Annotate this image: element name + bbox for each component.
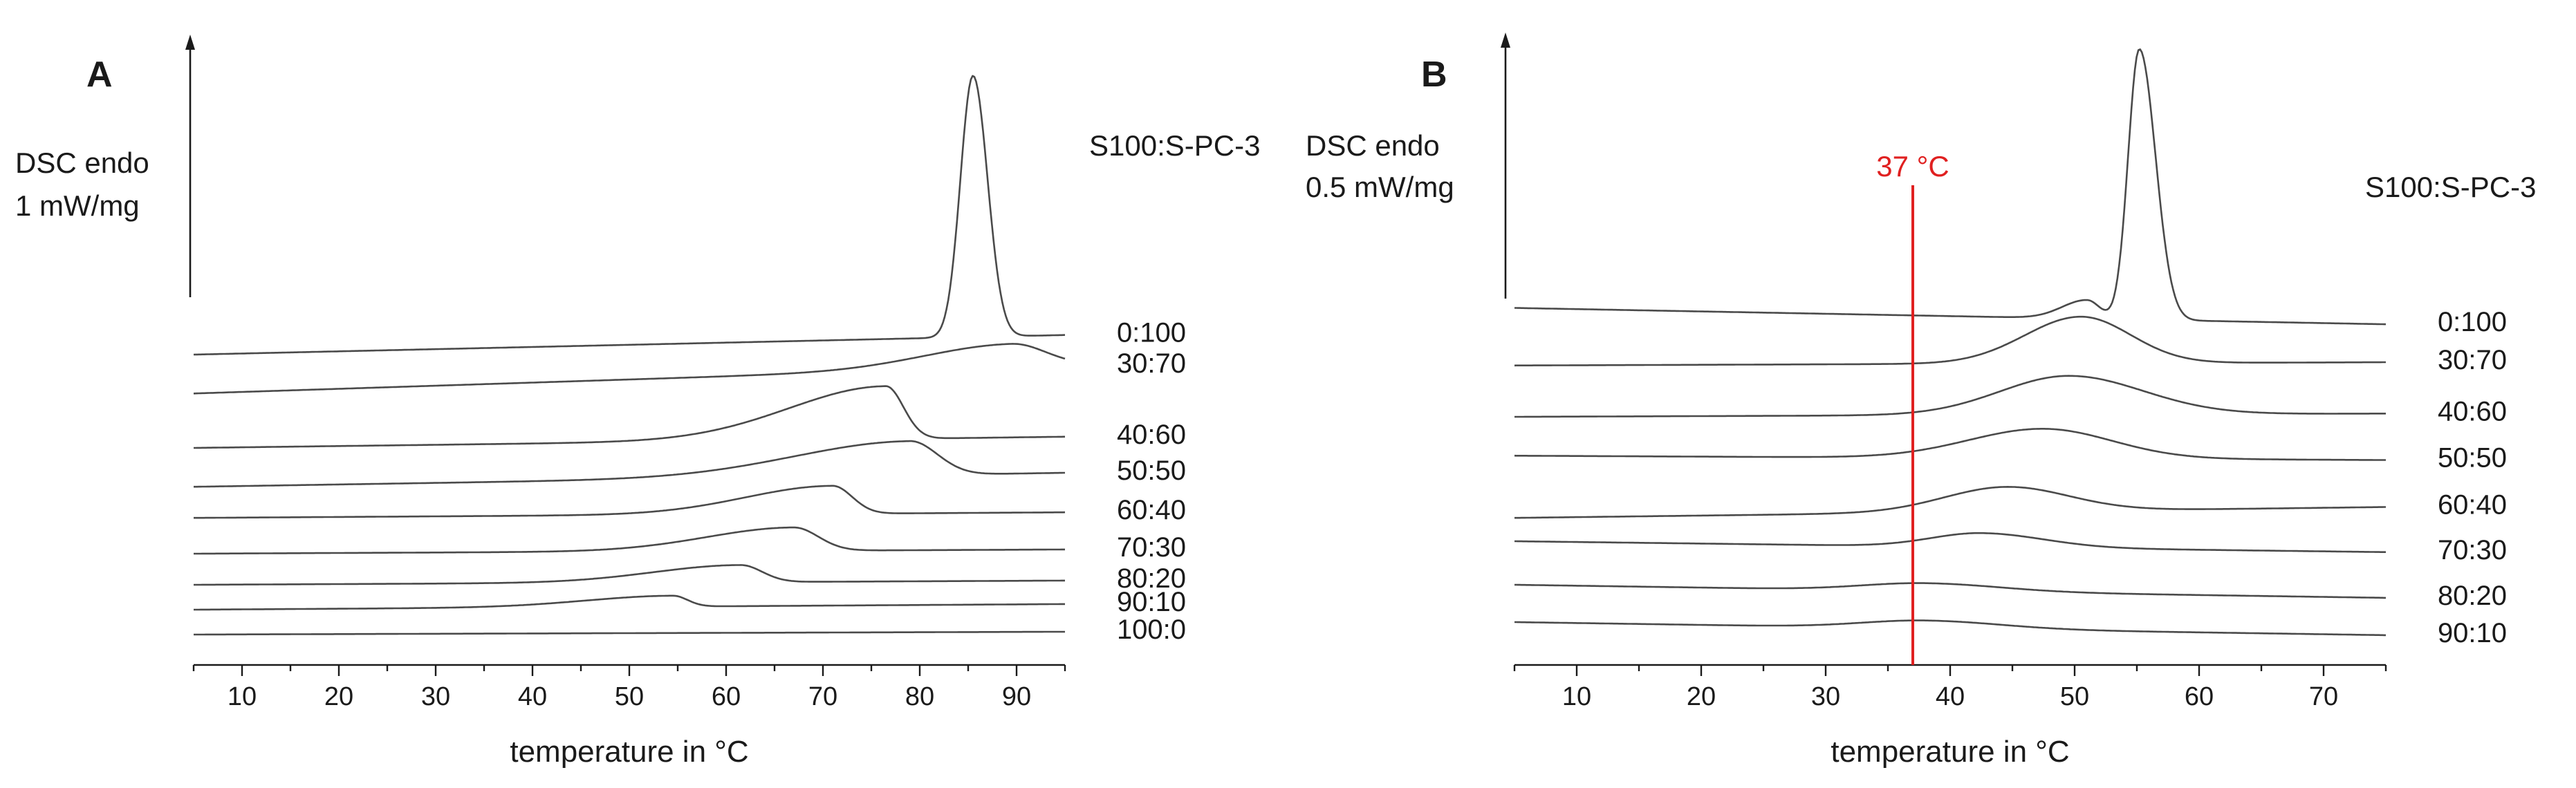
series-label: 70:30 <box>1117 532 1186 563</box>
x-tick-label: 10 <box>1562 682 1591 711</box>
x-tick-label: 70 <box>808 682 837 711</box>
x-axis-label-b: temperature in °C <box>1831 735 2069 769</box>
curve-40-60 <box>194 385 1065 449</box>
x-tick-label: 20 <box>1687 682 1716 711</box>
curve-50-50 <box>1514 428 2386 461</box>
series-label: 90:10 <box>2438 618 2507 648</box>
series-label: 40:60 <box>1117 420 1186 450</box>
x-tick-label: 70 <box>2309 682 2338 711</box>
series-label: 0:100 <box>1117 318 1186 348</box>
curve-100-0 <box>194 630 1065 636</box>
legend-title-b: S100:S-PC-3 <box>2365 171 2536 203</box>
x-tick-label: 40 <box>1936 682 1965 711</box>
x-tick-label: 50 <box>2060 682 2089 711</box>
panel-label-b: B <box>1421 55 1447 95</box>
reference-line-label: 37 °C <box>1876 150 1949 182</box>
panel-label-a: A <box>86 55 113 95</box>
series-label: 40:60 <box>2438 396 2507 426</box>
curve-80-20 <box>194 564 1065 586</box>
curve-0-100 <box>1514 48 2386 326</box>
series-label: 100:0 <box>1117 615 1186 645</box>
x-tick-label: 80 <box>905 682 934 711</box>
panel-a: A DSC endo 1 mW/mg S100:S-PC-3 10 20 30 40 5… <box>15 35 1260 769</box>
x-tick-label: 60 <box>2185 682 2214 711</box>
y-axis-label-a-line1: DSC endo <box>15 147 149 179</box>
curve-30-70 <box>1514 315 2386 367</box>
curve-80-20 <box>1514 582 2386 599</box>
panel-b: B DSC endo 0.5 mW/mg S100:S-PC-3 10 20 30 4… <box>1306 32 2536 769</box>
curve-50-50 <box>194 440 1065 488</box>
x-tick-label: 90 <box>1002 682 1031 711</box>
series-label: 80:20 <box>1117 563 1186 594</box>
y-scale-arrowhead-b <box>1501 32 1510 48</box>
series-label: 90:10 <box>1117 587 1186 617</box>
y-axis-label-b-line1: DSC endo <box>1306 129 1440 162</box>
series-labels-b: 0:100 30:70 40:60 50:50 60:40 70:30 80:20 90:10 <box>2438 307 2507 648</box>
series-label: 30:70 <box>2438 345 2507 375</box>
series-label: 50:50 <box>2438 443 2507 473</box>
curve-70-30 <box>1514 532 2386 553</box>
curve-60-40 <box>194 485 1066 519</box>
x-ticks-a: 10 20 30 40 50 60 70 80 90 <box>192 665 1066 711</box>
curve-60-40 <box>1514 486 2386 519</box>
y-axis-label-a-line2: 1 mW/mg <box>15 189 140 222</box>
x-tick-label: 20 <box>324 682 353 711</box>
series-label: 30:70 <box>1117 348 1186 379</box>
x-axis-label-a: temperature in °C <box>510 735 748 769</box>
curve-0-100 <box>193 75 1066 356</box>
series-label: 60:40 <box>2438 490 2507 520</box>
y-scale-arrowhead-a <box>185 35 195 50</box>
series-label: 80:20 <box>2438 581 2507 611</box>
x-tick-label: 30 <box>1811 682 1840 711</box>
series-label: 60:40 <box>1117 495 1186 525</box>
annotation-37c: 37 °C <box>1876 150 1949 665</box>
x-ticks-b: 10 20 30 40 50 60 70 <box>1513 665 2387 711</box>
series-label: 0:100 <box>2438 307 2507 337</box>
x-tick-label: 50 <box>615 682 644 711</box>
curve-90-10 <box>1514 619 2386 637</box>
curves-b <box>1514 48 2386 637</box>
curve-40-60 <box>1514 375 2386 418</box>
series-label: 70:30 <box>2438 535 2507 565</box>
curve-90-10 <box>194 594 1065 611</box>
y-axis-label-b-line2: 0.5 mW/mg <box>1306 171 1454 203</box>
curves-a <box>193 75 1066 636</box>
x-tick-label: 10 <box>228 682 257 711</box>
legend-title-a: S100:S-PC-3 <box>1089 129 1260 162</box>
x-tick-label: 60 <box>712 682 741 711</box>
x-tick-label: 30 <box>421 682 450 711</box>
curve-30-70 <box>193 343 1066 395</box>
x-tick-label: 40 <box>518 682 547 711</box>
curve-70-30 <box>194 526 1065 555</box>
series-label: 50:50 <box>1117 456 1186 486</box>
